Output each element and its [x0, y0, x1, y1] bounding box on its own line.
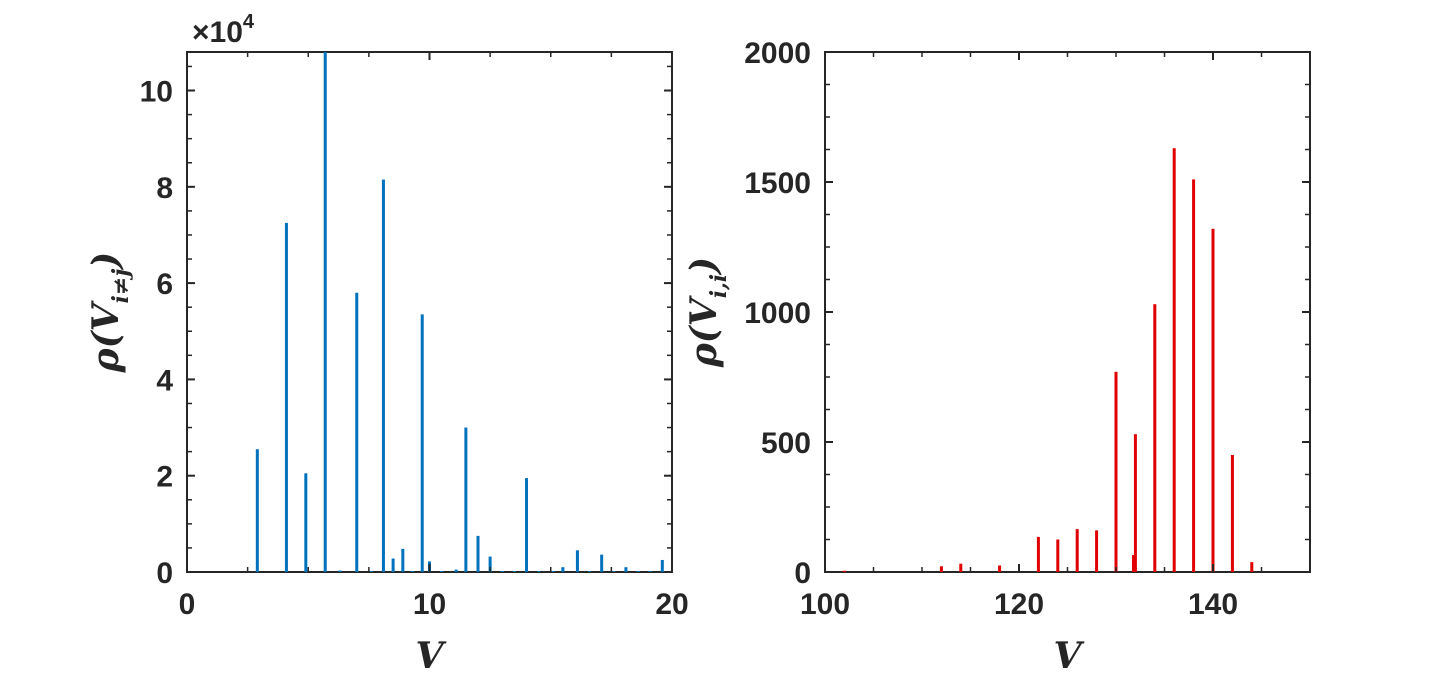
bar [411, 571, 415, 572]
bar [575, 550, 579, 572]
bar [842, 570, 846, 572]
left-exponent-label: ×104 [192, 11, 255, 49]
left-bars [255, 52, 664, 573]
bar [500, 571, 504, 572]
bar [939, 566, 943, 572]
y-tick-label: 6 [156, 268, 173, 301]
left-chart-panel: 0 10 20 0 2 4 6 8 10 ×104 V ρ(Vi≠j) [85, 11, 689, 677]
bar [1211, 228, 1215, 573]
y-tick-label: 8 [156, 172, 173, 205]
bar [551, 571, 555, 572]
bar [537, 571, 541, 572]
bar [1172, 148, 1176, 572]
bar [1114, 371, 1118, 572]
left-ticks: 0 10 20 0 2 4 6 8 10 [140, 52, 689, 621]
left-y-axis-label: ρ(Vi≠j) [85, 252, 134, 374]
y-tick-label: 0 [156, 557, 173, 590]
bar [255, 449, 259, 572]
x-tick-label: 120 [994, 588, 1044, 621]
x-tick-label: 140 [1188, 588, 1238, 621]
bar [284, 222, 288, 573]
bar [636, 571, 640, 572]
bar [440, 571, 444, 572]
bar [1133, 434, 1137, 572]
bar [488, 556, 492, 572]
y-tick-label: 2000 [744, 37, 811, 70]
bar [959, 563, 963, 572]
bar [588, 571, 592, 572]
bar [525, 478, 528, 572]
bar [1153, 304, 1157, 572]
bar [1250, 562, 1254, 572]
right-bars [842, 148, 1254, 573]
bar [600, 554, 604, 572]
y-tick-label: 0 [794, 557, 811, 590]
bar [1192, 179, 1196, 572]
right-ticks: 100 120 140 0 500 1000 1500 2000 [744, 37, 1311, 621]
bar [998, 565, 1002, 572]
bar [1095, 530, 1099, 572]
bar [304, 473, 308, 572]
bar [512, 571, 516, 572]
bar [1230, 455, 1234, 572]
bar [1036, 536, 1040, 572]
x-tick-label: 10 [413, 588, 446, 621]
x-tick-label: 20 [655, 588, 688, 621]
bar [338, 570, 342, 572]
y-tick-label: 4 [156, 364, 173, 397]
y-tick-label: 2 [156, 461, 173, 494]
bar [624, 567, 628, 572]
y-tick-label: 1000 [744, 297, 811, 330]
bar [648, 571, 652, 572]
y-tick-label: 10 [140, 76, 173, 109]
bar [381, 179, 385, 572]
bar [464, 427, 468, 572]
bar [323, 52, 327, 572]
y-tick-label: 500 [761, 427, 811, 460]
right-plot-frame [824, 51, 1311, 573]
right-x-axis-label: V [1054, 635, 1085, 677]
left-plot-frame [186, 51, 673, 573]
bar [1056, 539, 1060, 572]
left-x-axis-label: V [416, 635, 447, 677]
bar [1075, 529, 1079, 572]
bar [401, 548, 405, 572]
bar [476, 535, 480, 572]
bar [420, 314, 424, 572]
right-y-axis-label: ρ(Vi,i) [683, 257, 732, 368]
bar [561, 567, 565, 572]
bar [454, 569, 458, 572]
right-chart-panel: 100 120 140 0 500 1000 1500 2000 V ρ(Vi,i) [683, 37, 1311, 677]
y-tick-label: 1500 [744, 167, 811, 200]
bar [355, 292, 359, 572]
bar [660, 559, 664, 572]
bar [369, 571, 373, 572]
x-tick-label: 100 [800, 588, 850, 621]
bar [391, 558, 395, 572]
bar [612, 571, 616, 572]
x-tick-label: 0 [179, 588, 196, 621]
bar [1131, 555, 1135, 572]
